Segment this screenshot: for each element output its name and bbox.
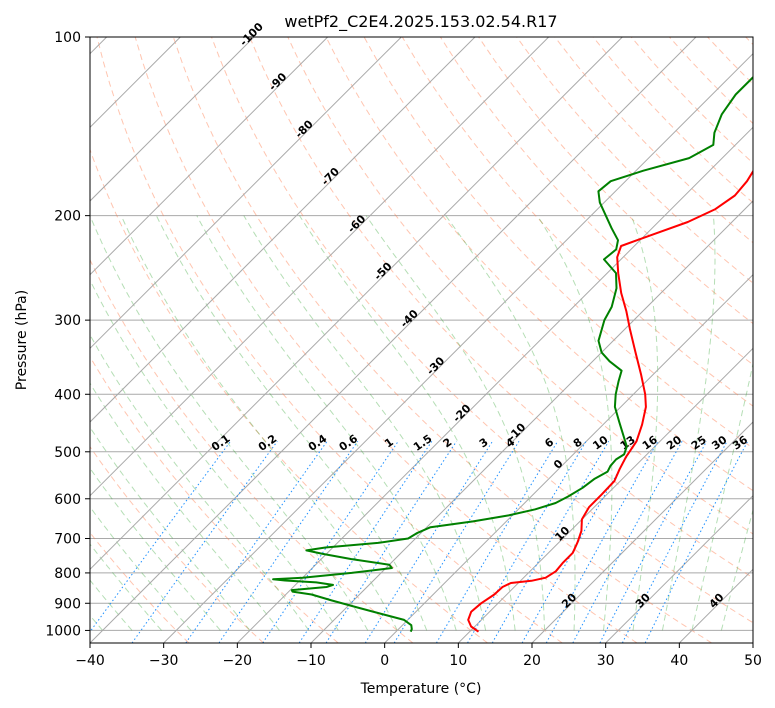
moist-adiabat: [120, 215, 398, 631]
background-lines: [90, 37, 753, 643]
mixing-ratio-line: [572, 441, 683, 643]
isotherm-line: [90, 37, 623, 571]
x-tick-label: 0: [380, 653, 389, 669]
mixing-ratio-line: [131, 441, 278, 643]
x-tick-label: 10: [449, 653, 467, 669]
moist-adiabat: [630, 215, 659, 631]
y-tick-label: 200: [54, 209, 81, 225]
y-tick-label: 400: [54, 387, 81, 403]
dry-adiabat: [211, 37, 753, 624]
dry-adiabat: [90, 355, 339, 643]
mixing-ratio-line: [185, 441, 328, 643]
isotherm-line: [310, 200, 753, 643]
axis-ticks: −40 −30 −20 −10 0 10 20 30 40 50 100 200 300 400 500 60…: [45, 30, 762, 669]
dry-adiabat: [325, 37, 753, 492]
y-tick-label: 500: [54, 445, 81, 461]
isotherm-line: [457, 347, 753, 643]
dry-adiabat: [90, 445, 264, 643]
moist-adiabat: [90, 279, 339, 631]
moist-adiabat: [155, 215, 428, 631]
y-tick-label: 300: [54, 313, 81, 329]
mixing-ratio-line: [298, 441, 433, 643]
mixing-ratio-line: [393, 441, 520, 643]
x-axis-label: Temperature (°C): [360, 681, 482, 697]
moist-adiabat: [90, 215, 369, 631]
dry-adiabat: [516, 37, 753, 284]
dry-adiabat: [96, 37, 563, 643]
isotherm-line: [384, 273, 753, 643]
dry-adiabat: [90, 258, 414, 643]
dry-adiabat: [249, 37, 753, 579]
mixing-ratio-line: [262, 441, 399, 643]
isotherm-line: [90, 37, 550, 497]
dry-adiabat: [172, 37, 712, 643]
isotherm-line: [531, 421, 753, 643]
y-tick-label: 100: [54, 30, 81, 46]
chart-title: wetPf2_C2E4.2025.153.02.54.R17: [284, 12, 557, 32]
y-tick-label: 700: [54, 532, 81, 548]
mixing-ratio-line: [90, 440, 231, 633]
temperature-profile-line: [467, 169, 753, 633]
x-tick-label: −20: [223, 653, 253, 669]
isotherm-line: [90, 37, 697, 643]
moist-adiabat: [90, 426, 251, 631]
y-tick-label: 1000: [45, 623, 81, 639]
y-axis-label: Pressure (hPa): [14, 290, 30, 390]
moist-adiabat: [536, 215, 613, 631]
moist-adiabat: [90, 382, 280, 631]
isotherm-line: [90, 37, 255, 202]
x-tick-label: 50: [744, 653, 762, 669]
y-tick-label: 900: [54, 596, 81, 612]
moist-adiabat: [661, 215, 716, 631]
x-tick-label: −10: [296, 653, 326, 669]
isotherm-line: [90, 37, 476, 423]
mixing-ratio-line: [491, 441, 610, 643]
mixing-ratio-line: [545, 441, 659, 643]
dry-adiabat: [134, 37, 638, 643]
isotherm-line: [605, 494, 753, 643]
moist-adiabat: [90, 467, 221, 631]
mixing-ratio-line: [435, 441, 559, 643]
y-tick-label: 800: [54, 566, 81, 582]
isotherm-line: [90, 37, 402, 350]
x-tick-label: 20: [523, 653, 541, 669]
series-lines: [272, 75, 753, 633]
isotherm-line: [236, 126, 753, 643]
x-tick-label: −30: [149, 653, 179, 669]
moist-adiabat: [243, 215, 487, 631]
x-tick-label: 40: [670, 653, 688, 669]
moist-adiabat: [90, 333, 310, 631]
mixing-ratio-line: [325, 441, 457, 643]
mixing-ratio-line: [467, 441, 587, 643]
isotherm-line: [90, 37, 329, 276]
x-tick-label: −40: [75, 653, 105, 669]
plot-frame: [89, 36, 754, 644]
isotherm-line: [163, 52, 753, 643]
x-tick-label: 30: [597, 653, 615, 669]
mixing-ratio-line: [364, 441, 493, 643]
moist-adiabat: [196, 215, 457, 631]
moist-adiabat: [691, 361, 753, 631]
y-tick-label: 600: [54, 492, 81, 508]
dewpoint-profile-line: [272, 75, 753, 633]
mixing-ratio-line: [521, 441, 637, 643]
moist-adiabat: [299, 215, 516, 631]
moist-adiabat: [445, 215, 576, 631]
dry-adiabat: [287, 37, 753, 535]
mixing-ratio-line: [218, 441, 359, 643]
